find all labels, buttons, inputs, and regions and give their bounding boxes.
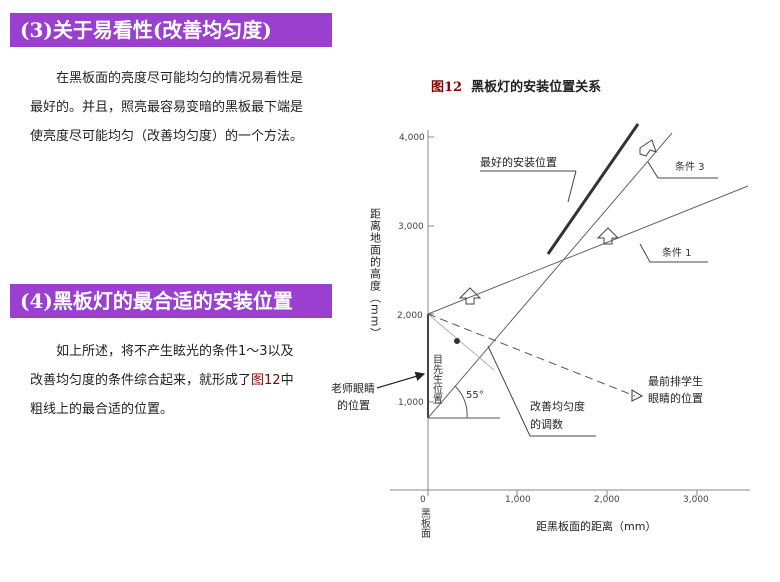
figure-number: 图12: [431, 80, 463, 95]
svg-text:2,000: 2,000: [397, 311, 423, 321]
body-text-before: 如上所述，将不产生眩光的条件1～3以及改善均匀度的条件综合起来，就形成了: [30, 344, 294, 388]
condition1-leader: [639, 243, 651, 263]
svg-text:3,000: 3,000: [398, 222, 424, 232]
y-axis-label: 距离地面的高度（mm）: [369, 208, 382, 340]
y-tick-3000: 3,000: [398, 222, 434, 232]
figure-title: 图12 黑板灯的安装位置关系: [431, 76, 601, 95]
svg-text:1,000: 1,000: [398, 398, 424, 408]
teacher-eye-arrow: [376, 371, 426, 389]
uniformity-label-2: 的调数: [530, 417, 563, 431]
standing-position-label: 目先生位置: [431, 354, 443, 404]
best-position-leader: [567, 170, 577, 203]
x-axis-label: 距黑板面的距离（mm）: [536, 519, 656, 533]
y-tick-4000: 4,000: [399, 133, 434, 143]
student-eye-label-1: 最前排学生: [648, 374, 703, 388]
best-position-line: [546, 123, 640, 255]
condition1-line: [427, 185, 749, 315]
teacher-eye-label-1: 老师眼睛: [331, 382, 375, 395]
section-body-visibility: 在黑板面的亮度尽可能均匀的情况易看性是最好的。并且，照亮最容易变暗的黑板最下端是…: [30, 71, 304, 144]
origin-blackboard-label: 黑板面: [419, 508, 431, 539]
svg-text:0: 0: [420, 495, 426, 505]
x-tick-3000: 3,000: [683, 490, 709, 505]
student-eye-label-2: 眼睛的位置: [648, 391, 703, 405]
angle-arc: [454, 385, 468, 419]
uniformity-line-a: [427, 313, 495, 371]
x-tick-0: 0: [420, 490, 429, 505]
section-heading-visibility: (3)关于易看性(改善均匀度): [10, 13, 332, 47]
svg-text:1,000: 1,000: [505, 495, 531, 505]
x-tick-2000: 2,000: [594, 490, 620, 505]
student-sight-line: [427, 313, 636, 397]
svg-text:3,000: 3,000: [683, 495, 709, 505]
section-heading-install-position: (4)黑板灯的最合适的安装位置: [10, 284, 332, 318]
figure-title-text: 黑板灯的安装位置关系: [471, 80, 602, 95]
svg-text:2,000: 2,000: [594, 495, 620, 505]
condition3-arrow: [639, 139, 657, 157]
section-body-install-position: 如上所述，将不产生眩光的条件1～3以及改善均匀度的条件综合起来，就形成了图12中…: [30, 337, 306, 424]
condition1-arrow-left: [458, 287, 482, 305]
angle-label: 55°: [466, 390, 484, 401]
figure-reference-link[interactable]: 图12: [251, 373, 281, 388]
condition3-leader: [647, 161, 659, 179]
uniformity-label-1: 改善均匀度: [530, 399, 585, 413]
uniformity-leader: [487, 345, 531, 437]
condition1-arrow-right: [596, 227, 620, 245]
best-position-label: 最好的安装位置: [480, 155, 557, 169]
svg-text:4,000: 4,000: [399, 133, 425, 143]
student-eye-icon: [631, 389, 644, 402]
teacher-eye-label-2: 的位置: [337, 398, 370, 412]
x-tick-1000: 1,000: [505, 490, 531, 505]
condition3-label: 条件 3: [675, 160, 705, 173]
condition1-label: 条件 1: [662, 246, 692, 259]
condition3-line: [427, 132, 673, 419]
standing-position-dot: [454, 338, 460, 344]
body-text-after: 中粗线上的最合适的位置。: [30, 373, 294, 417]
